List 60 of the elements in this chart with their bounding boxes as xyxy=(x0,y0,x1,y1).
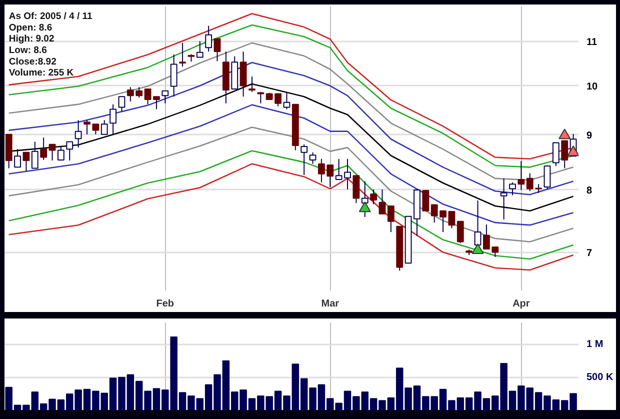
candlestick xyxy=(48,144,56,162)
x-tick-label: Mar xyxy=(321,298,340,310)
candlestick xyxy=(387,205,394,233)
candlestick xyxy=(57,146,64,160)
candlestick xyxy=(162,90,169,104)
candlestick xyxy=(248,76,256,92)
candlestick xyxy=(474,200,482,246)
candlestick xyxy=(456,220,464,244)
y-tick-label: 10 xyxy=(586,81,598,92)
candlestick xyxy=(300,144,308,176)
point xyxy=(358,202,371,212)
annotation: Volume: 255 K xyxy=(8,68,74,79)
candlestick xyxy=(509,182,516,196)
candlestick xyxy=(66,141,74,162)
line-series xyxy=(8,163,574,271)
candlestick xyxy=(74,120,82,148)
candlestick xyxy=(100,120,108,135)
annotation: High: 9.02 xyxy=(8,34,54,45)
candlestick xyxy=(448,210,456,229)
y-tick-label: 8 xyxy=(586,185,592,196)
candlestick xyxy=(240,51,247,98)
candlestick xyxy=(179,42,186,68)
point xyxy=(558,128,571,140)
candlestick xyxy=(283,91,290,110)
candlestick xyxy=(518,160,525,190)
y-tick-label: 7 xyxy=(586,248,592,259)
y-tick-label: 11 xyxy=(586,36,598,48)
candlestick xyxy=(31,141,38,169)
candlestick xyxy=(361,180,368,218)
annotation: Low: 8.6 xyxy=(8,45,47,56)
y-tick-label: 9 xyxy=(586,130,592,142)
candlestick xyxy=(153,96,160,110)
candlestick xyxy=(552,142,560,167)
candlestick xyxy=(196,40,204,58)
annotation: Open: 8.6 xyxy=(8,22,52,34)
point xyxy=(567,146,578,156)
annotation: As Of: 2005 / 4 / 11 xyxy=(8,10,93,22)
candlestick xyxy=(22,152,30,172)
candlestick xyxy=(110,104,116,135)
line-series xyxy=(8,126,574,242)
candlestick xyxy=(205,25,212,52)
candlestick xyxy=(500,178,508,220)
candlestick xyxy=(378,188,386,214)
candlestick xyxy=(144,88,152,105)
candlestick xyxy=(257,91,264,104)
y-tick-label: 1 M xyxy=(586,338,604,350)
line-series xyxy=(8,150,574,260)
y-tick-label: 500 K xyxy=(586,372,614,383)
candlestick xyxy=(544,166,551,190)
line-series xyxy=(8,104,574,226)
annotation: Close:8.92 xyxy=(8,56,56,68)
candlestick xyxy=(214,38,221,62)
x-tick-label: Apr xyxy=(512,298,530,310)
candlestick xyxy=(170,54,178,98)
candlestick xyxy=(309,152,316,164)
x-tick-label: Feb xyxy=(156,298,174,310)
point xyxy=(472,243,484,254)
candlestick xyxy=(118,96,126,112)
candlestick xyxy=(14,148,21,168)
candlestick xyxy=(422,190,430,212)
